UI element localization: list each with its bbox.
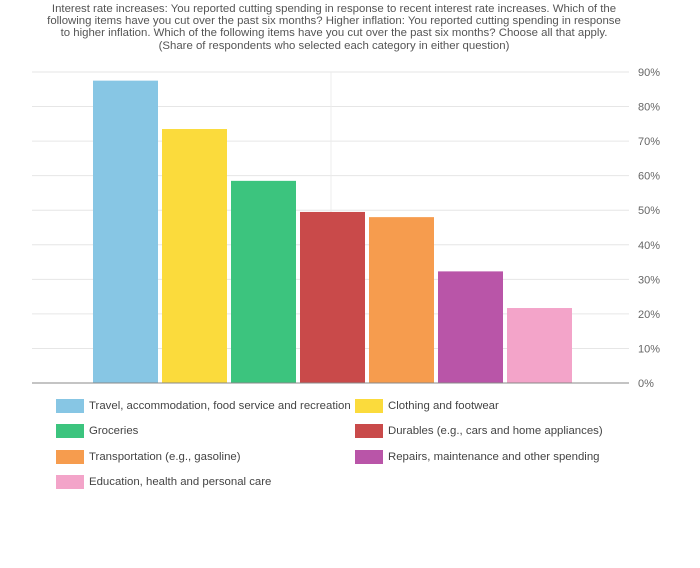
y-tick-label: 70% (638, 136, 660, 148)
y-tick-label: 20% (638, 309, 660, 321)
chart-title-line: following items have you cut over the pa… (47, 15, 621, 28)
legend-item: Repairs, maintenance and other spending (355, 448, 600, 465)
y-tick-label: 10% (638, 343, 660, 355)
y-tick-label: 30% (638, 274, 660, 286)
legend-item: Groceries (56, 423, 138, 440)
legend-swatch (56, 398, 84, 413)
legend-label: Education, health and personal care (89, 476, 272, 488)
legend-swatch (355, 398, 383, 413)
y-tick-label: 50% (638, 205, 660, 217)
bar-chart: 0% 10% 20% 30% 40% 50% 60% 70% 80% 90% (32, 67, 660, 390)
y-tick-label: 0% (638, 378, 654, 390)
bar (93, 80, 158, 383)
legend-label: Groceries (89, 425, 139, 437)
legend-swatch (355, 424, 383, 438)
legend-label: Clothing and footwear (388, 399, 499, 412)
chart-title-line: Interest rate increases: You reported cu… (51, 3, 617, 15)
legend-label: Repairs, maintenance and other spending (388, 450, 600, 463)
y-tick-label: 40% (638, 240, 660, 252)
legend-label: Travel, accommodation, food service and … (89, 399, 351, 412)
chart-title-line: to higher inflation. Which of the follow… (60, 27, 608, 40)
legend-item: Education, health and personal care (56, 474, 271, 491)
bar (300, 211, 365, 383)
chart-legend: Travel, accommodation, food service and … (56, 397, 656, 507)
chart-title-line: (Share of respondents who selected each … (158, 39, 510, 52)
legend-item: Transportation (e.g., gasoline) (56, 448, 241, 465)
legend-label: Transportation (e.g., gasoline) (89, 450, 241, 463)
bar (231, 180, 296, 383)
y-tick-label: 90% (638, 67, 660, 79)
y-tick-label: 80% (638, 102, 660, 114)
legend-swatch (56, 424, 84, 438)
bar (369, 217, 434, 383)
legend-item: Clothing and footwear (355, 397, 499, 414)
bar (438, 271, 503, 383)
legend-swatch (355, 449, 383, 464)
y-tick-label: 60% (638, 171, 660, 183)
chart-title: Interest rate increases: You reported cu… (0, 3, 668, 52)
legend-swatch (56, 475, 84, 489)
legend-swatch (56, 449, 84, 464)
legend-item: Durables (e.g., cars and home appliances… (355, 423, 603, 440)
bar (507, 308, 572, 383)
bar (162, 129, 227, 383)
legend-item: Travel, accommodation, food service and … (56, 397, 351, 414)
legend-label: Durables (e.g., cars and home appliances… (388, 425, 603, 437)
